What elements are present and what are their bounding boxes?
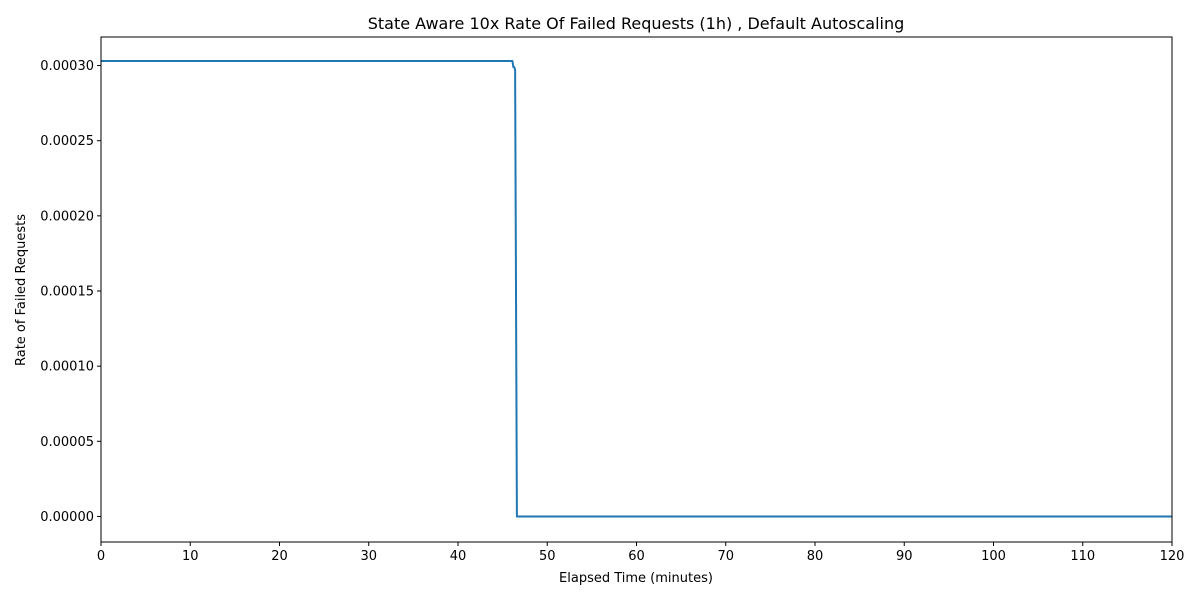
plot-frame: [100, 36, 1173, 543]
x-tick-label: 50: [539, 549, 556, 564]
y-tick-label: 0.00010: [40, 360, 94, 375]
x-tick-label: 20: [271, 549, 288, 564]
y-tick-label: 0.00030: [40, 59, 94, 74]
y-tick-label: 0.00015: [40, 285, 94, 300]
x-tick-label: 40: [450, 549, 467, 564]
x-axis: 0 10 20 30 40 50 60 70 80 90 100 110 120: [97, 542, 1185, 564]
x-tick-label: 30: [360, 549, 377, 564]
y-tick-label: 0.00005: [40, 435, 94, 450]
x-tick-label: 110: [1070, 549, 1095, 564]
x-tick-label: 0: [97, 549, 105, 564]
x-tick-label: 60: [628, 549, 645, 564]
x-tick-label: 90: [896, 549, 913, 564]
series-line: [101, 60, 1172, 518]
chart-title: State Aware 10x Rate Of Failed Requests …: [368, 14, 905, 33]
x-tick-label: 70: [717, 549, 734, 564]
y-tick-label: 0.00000: [40, 510, 94, 525]
y-axis: 0.00000 0.00005 0.00010 0.00015 0.00020 0.000…: [40, 59, 101, 525]
x-tick-label: 10: [182, 549, 199, 564]
y-tick-label: 0.00020: [40, 209, 94, 224]
x-axis-label: Elapsed Time (minutes): [559, 571, 713, 586]
y-tick-label: 0.00025: [40, 134, 94, 149]
plot-area: [101, 60, 1172, 518]
y-axis-label: Rate of Failed Requests: [14, 214, 29, 366]
x-tick-label: 100: [981, 549, 1006, 564]
x-tick-label: 120: [1160, 549, 1185, 564]
x-tick-label: 80: [807, 549, 824, 564]
